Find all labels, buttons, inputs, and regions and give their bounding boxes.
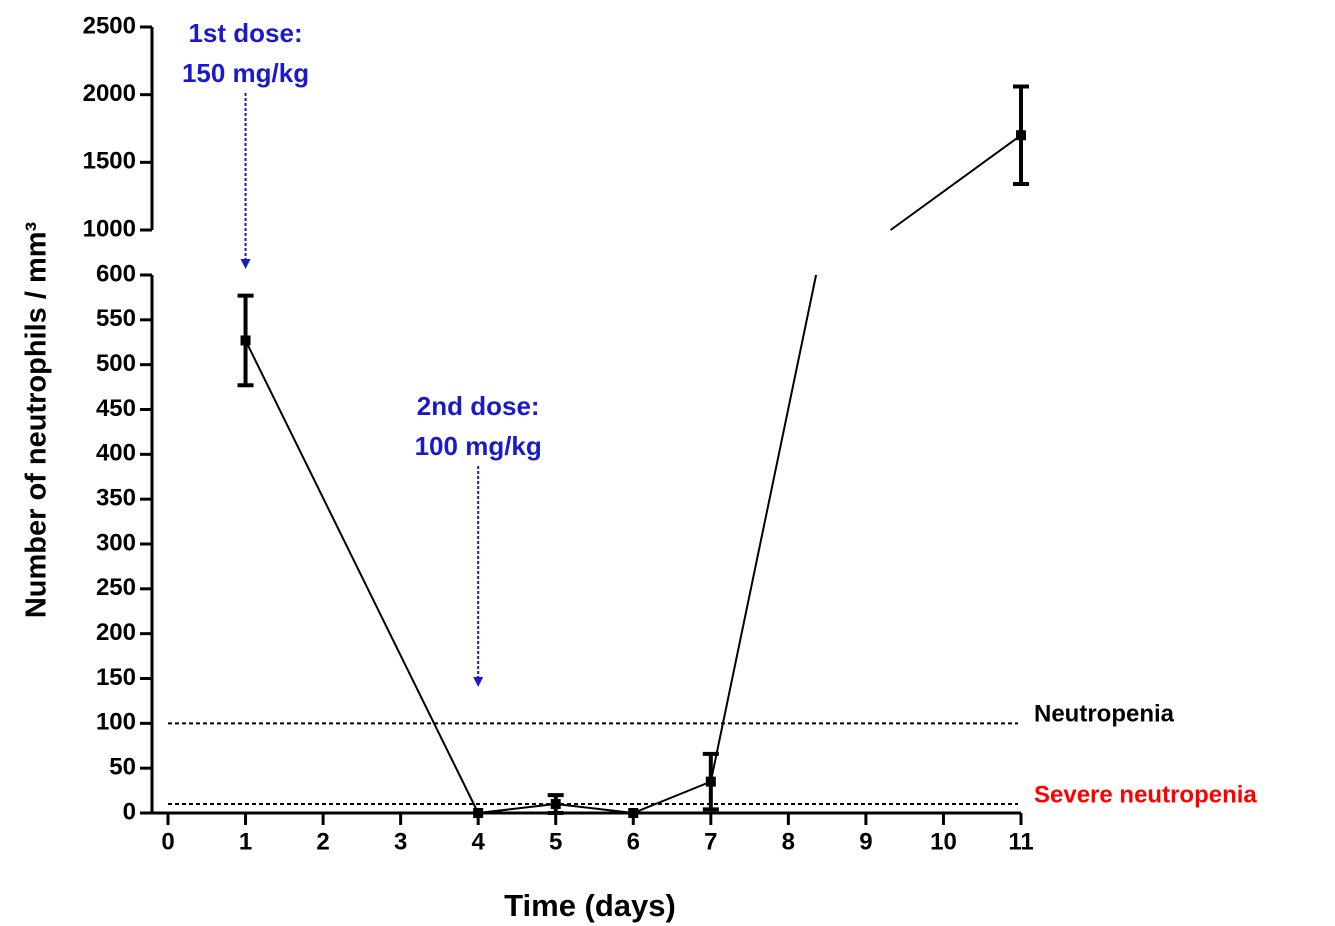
reference-label: Neutropenia	[1034, 701, 1175, 728]
y-tick-label: 50	[109, 754, 136, 781]
x-tick-label: 1	[239, 828, 252, 855]
line-segment	[244, 340, 480, 814]
y-tick-label: 0	[123, 798, 136, 825]
x-tick-label: 5	[549, 828, 562, 855]
x-tick-label: 9	[859, 828, 872, 855]
x-tick-label: 10	[930, 828, 957, 855]
y-tick-label: 350	[96, 485, 136, 512]
y-tick-label: 600	[96, 260, 136, 287]
annotation-text: 1st dose:	[188, 18, 302, 48]
y-tick-label: 2500	[83, 12, 136, 39]
x-tick-label: 3	[394, 828, 407, 855]
y-tick-label: 550	[96, 305, 136, 332]
y-tick-label: 500	[96, 350, 136, 377]
y-tick-label: 400	[96, 440, 136, 467]
x-axis-title: Time (days)	[504, 888, 676, 923]
y-tick-label: 1000	[83, 215, 136, 242]
y-tick-label: 1500	[83, 148, 136, 175]
line-segment	[478, 803, 556, 814]
x-tick-label: 0	[161, 828, 174, 855]
annotation-text: 2nd dose:	[417, 391, 540, 421]
y-tick-label: 150	[96, 664, 136, 691]
line-segment	[632, 780, 712, 814]
x-tick-label: 8	[782, 828, 795, 855]
y-tick-label: 2000	[83, 80, 136, 107]
x-tick-label: 6	[627, 828, 640, 855]
y-tick-label: 250	[96, 574, 136, 601]
line-segment	[555, 803, 634, 814]
point	[550, 799, 561, 810]
point	[1016, 130, 1026, 141]
line-segment	[709, 134, 1022, 782]
y-tick-label: 100	[96, 709, 136, 736]
x-tick-label: 7	[704, 828, 717, 855]
y-axis-title: Number of neutrophils / mm³	[21, 221, 53, 618]
x-tick-label: 4	[472, 828, 486, 855]
reference-label: Severe neutropenia	[1034, 781, 1257, 808]
x-tick-label: 2	[316, 828, 329, 855]
point	[473, 808, 484, 818]
annotation-text: 150 mg/kg	[182, 58, 309, 88]
point	[240, 335, 251, 346]
x-tick-label: 11	[1008, 828, 1033, 855]
y-tick-label: 200	[96, 619, 136, 646]
annotation-text: 100 mg/kg	[415, 431, 542, 461]
point	[628, 808, 639, 818]
y-tick-label: 450	[96, 395, 136, 422]
y-tick-label: 300	[96, 529, 136, 556]
point	[705, 776, 716, 787]
